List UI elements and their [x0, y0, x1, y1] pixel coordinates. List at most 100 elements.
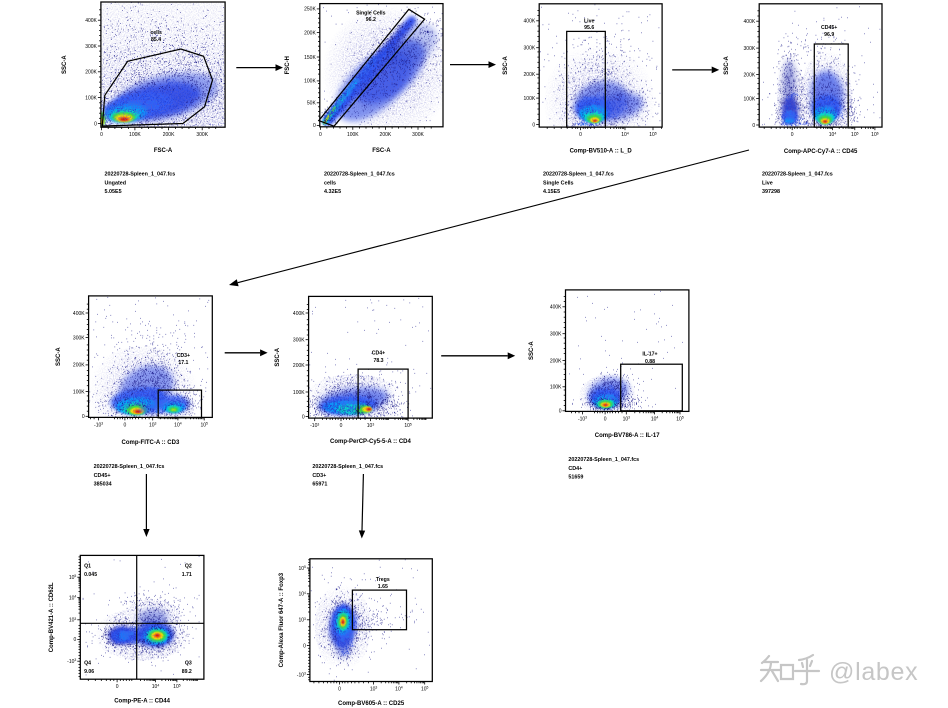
svg-text:400K: 400K: [550, 305, 562, 311]
svg-text:1.71: 1.71: [182, 572, 192, 578]
svg-text:0: 0: [124, 422, 127, 428]
svg-text:300K: 300K: [744, 46, 756, 52]
svg-text:96.9: 96.9: [824, 32, 834, 38]
svg-text:300K: 300K: [293, 338, 305, 344]
svg-text:400K: 400K: [73, 311, 85, 317]
svg-text:Comp-Alexa Fluor 647-A :: Foxp: Comp-Alexa Fluor 647-A :: Foxp3: [279, 572, 285, 667]
svg-text:104: 104: [152, 683, 160, 690]
svg-text:Comp-PerCP-Cy5-5-A :: CD4: Comp-PerCP-Cy5-5-A :: CD4: [330, 439, 411, 445]
svg-text:300K: 300K: [550, 332, 562, 338]
svg-text:300K: 300K: [73, 335, 85, 341]
svg-text:0: 0: [604, 416, 607, 422]
svg-text:CD4+: CD4+: [372, 351, 385, 357]
svg-text:200K: 200K: [524, 72, 536, 78]
svg-text:CD3+: CD3+: [177, 353, 190, 359]
svg-text:105: 105: [69, 574, 77, 581]
svg-text:20220728-Spleen_1_047.fcs: 20220728-Spleen_1_047.fcs: [568, 457, 639, 463]
svg-text:105: 105: [404, 422, 412, 429]
svg-text:300K: 300K: [412, 132, 424, 138]
svg-text:200K: 200K: [380, 132, 392, 138]
svg-text:200K: 200K: [744, 72, 756, 78]
svg-text:0: 0: [313, 123, 316, 129]
svg-text:385034: 385034: [94, 482, 112, 488]
svg-text:CD4+: CD4+: [568, 466, 582, 472]
svg-text:400K: 400K: [293, 311, 305, 317]
svg-text:-103: -103: [578, 416, 587, 423]
svg-text:SSC-A: SSC-A: [724, 55, 730, 74]
svg-text:103: 103: [623, 416, 631, 423]
svg-text:100K: 100K: [85, 95, 97, 101]
svg-text:250K: 250K: [304, 7, 316, 13]
svg-text:0: 0: [752, 123, 755, 129]
svg-text:100K: 100K: [550, 385, 562, 391]
svg-text:104: 104: [829, 131, 837, 138]
svg-text:105: 105: [298, 565, 306, 572]
svg-text:SSC-A: SSC-A: [503, 55, 509, 74]
svg-text:0: 0: [116, 684, 119, 690]
svg-text:300K: 300K: [85, 44, 97, 50]
svg-text:@labex: @labex: [829, 658, 918, 686]
svg-text:Comp-BV510-A :: L_D: Comp-BV510-A :: L_D: [570, 149, 633, 155]
svg-text:-103: -103: [94, 422, 103, 429]
svg-text:20220728-Spleen_1_047.fcs: 20220728-Spleen_1_047.fcs: [762, 172, 833, 178]
svg-text:0: 0: [303, 643, 306, 649]
svg-text:105: 105: [200, 422, 208, 429]
svg-text:103: 103: [149, 422, 157, 429]
svg-text:0: 0: [579, 132, 582, 138]
svg-text:SSC-A: SSC-A: [62, 55, 68, 74]
svg-text:Comp-APC-Cy7-A :: CD45: Comp-APC-Cy7-A :: CD45: [784, 149, 858, 155]
svg-text:SSC-A: SSC-A: [275, 347, 281, 366]
svg-text:0: 0: [94, 121, 97, 127]
svg-text:85.4: 85.4: [151, 37, 161, 43]
svg-text:-103: -103: [310, 422, 319, 429]
svg-text:0: 0: [82, 414, 85, 420]
svg-text:0.88: 0.88: [645, 359, 655, 365]
svg-text:104: 104: [174, 422, 182, 429]
svg-text:200K: 200K: [73, 363, 85, 369]
svg-text:20220728-Spleen_1_047.fcs: 20220728-Spleen_1_047.fcs: [105, 172, 176, 178]
svg-text:cells: cells: [324, 180, 336, 186]
svg-text:0: 0: [340, 423, 343, 429]
svg-text:400K: 400K: [524, 19, 536, 25]
svg-text:0: 0: [791, 132, 794, 138]
svg-text:65971: 65971: [312, 482, 327, 488]
svg-text:105: 105: [649, 131, 657, 138]
svg-text:78.3: 78.3: [373, 358, 383, 364]
svg-text:Tregs: Tregs: [376, 577, 390, 583]
svg-text:0: 0: [532, 122, 535, 128]
svg-text:FSC-H: FSC-H: [285, 56, 291, 74]
svg-text:IL-17+: IL-17+: [642, 352, 657, 358]
svg-text:104: 104: [69, 595, 77, 602]
svg-text:20220728-Spleen_1_047.fcs: 20220728-Spleen_1_047.fcs: [312, 464, 383, 470]
svg-text:100K: 100K: [129, 132, 141, 138]
svg-text:Live: Live: [584, 18, 594, 24]
svg-text:105: 105: [173, 683, 181, 690]
svg-text:1.65: 1.65: [378, 584, 388, 590]
svg-text:Ungated: Ungated: [105, 180, 127, 186]
svg-text:300K: 300K: [196, 132, 208, 138]
svg-text:Q1: Q1: [84, 564, 91, 570]
svg-text:105: 105: [676, 416, 684, 423]
svg-text:89.2: 89.2: [182, 669, 192, 675]
svg-text:4.15E5: 4.15E5: [543, 189, 560, 195]
svg-text:20220728-Spleen_1_047.fcs: 20220728-Spleen_1_047.fcs: [94, 464, 165, 470]
svg-text:20220728-Spleen_1_047.fcs: 20220728-Spleen_1_047.fcs: [324, 172, 395, 178]
svg-text:Live: Live: [762, 180, 773, 186]
svg-text:104: 104: [298, 591, 306, 598]
svg-text:Single Cells: Single Cells: [543, 180, 574, 186]
svg-text:0: 0: [338, 687, 341, 693]
svg-text:CD45+: CD45+: [94, 473, 111, 479]
svg-text:5.05E5: 5.05E5: [105, 189, 122, 195]
svg-text:Comp-FITC-A :: CD3: Comp-FITC-A :: CD3: [122, 440, 180, 446]
svg-text:0: 0: [100, 132, 103, 138]
svg-text:200K: 200K: [85, 70, 97, 76]
svg-text:Comp-BV605-A :: CD25: Comp-BV605-A :: CD25: [338, 701, 405, 707]
svg-text:Comp-BV421-A :: CD62L: Comp-BV421-A :: CD62L: [49, 582, 55, 652]
svg-text:103: 103: [367, 422, 375, 429]
svg-text:Q3: Q3: [185, 661, 192, 667]
svg-text:Q4: Q4: [84, 661, 91, 667]
svg-text:103: 103: [370, 686, 378, 693]
svg-text:200K: 200K: [550, 358, 562, 364]
svg-text:CD45+: CD45+: [821, 25, 837, 31]
svg-text:150K: 150K: [304, 55, 316, 61]
